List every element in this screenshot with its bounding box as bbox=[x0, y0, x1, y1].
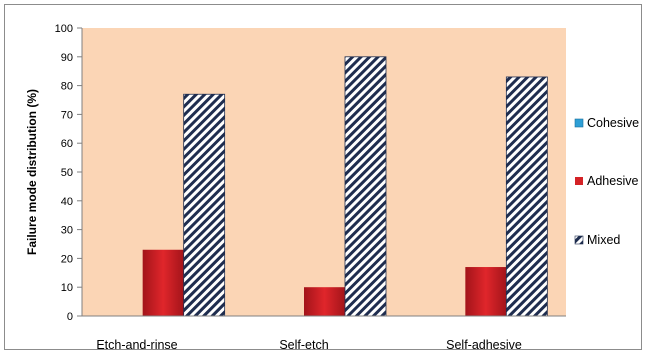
y-tick-label: 0 bbox=[67, 311, 73, 323]
legend-item-cohesive: Cohesive bbox=[574, 116, 639, 130]
category-label-self-etch: Self-etch bbox=[279, 338, 328, 352]
bar-adhesive-self-adhesive bbox=[465, 267, 507, 316]
bar-adhesive-etch-and-rinse bbox=[142, 249, 184, 316]
bar-mixed-etch-and-rinse bbox=[183, 93, 226, 317]
legend-label-mixed: Mixed bbox=[587, 233, 620, 247]
legend-label-adhesive: Adhesive bbox=[587, 174, 638, 188]
y-tick-label: 60 bbox=[61, 138, 73, 150]
legend-swatch-cohesive bbox=[574, 118, 584, 128]
legend-swatch-adhesive bbox=[575, 177, 583, 185]
category-label-etch-and-rinse: Etch-and-rinse bbox=[96, 338, 177, 352]
legend-item-mixed: Mixed bbox=[574, 233, 620, 247]
y-tick-label: 40 bbox=[61, 196, 73, 208]
y-axis-ticks: 0 10 20 30 40 50 60 70 80 90 100 bbox=[55, 23, 82, 323]
y-tick-label: 50 bbox=[61, 167, 73, 179]
y-tick-label: 90 bbox=[61, 52, 73, 64]
bars-group bbox=[142, 56, 548, 317]
y-tick-label: 30 bbox=[61, 225, 73, 237]
y-tick-label: 100 bbox=[55, 23, 73, 35]
legend-swatch-mixed bbox=[574, 235, 584, 245]
y-tick-label: 80 bbox=[61, 81, 73, 93]
y-axis-title: Failure mode distribution (%) bbox=[25, 89, 39, 255]
bar-mixed-self-etch bbox=[344, 56, 387, 317]
y-tick-label: 20 bbox=[61, 253, 73, 265]
category-label-self-adhesive: Self-adhesive bbox=[446, 338, 522, 352]
legend: Cohesive Adhesive Mixed bbox=[574, 116, 639, 247]
bar-mixed-self-adhesive bbox=[505, 76, 548, 317]
bar-adhesive-self-etch bbox=[304, 287, 345, 316]
y-tick-label: 10 bbox=[61, 282, 73, 294]
legend-label-cohesive: Cohesive bbox=[587, 116, 639, 130]
legend-item-adhesive: Adhesive bbox=[575, 174, 638, 188]
y-tick-label: 70 bbox=[61, 109, 73, 121]
